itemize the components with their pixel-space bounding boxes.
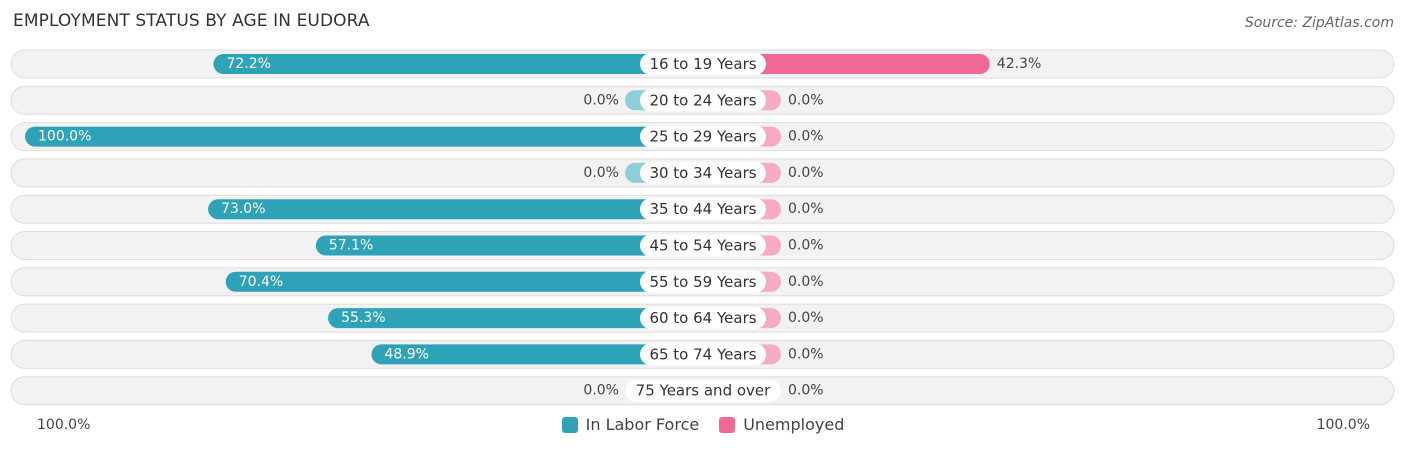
legend: In Labor Force Unemployed [0,415,1406,434]
category-pill [640,198,766,221]
labor-value-label: 55.3% [341,310,385,326]
labor-value-label: 72.2% [226,56,270,72]
category-label: 60 to 64 Years [649,309,756,327]
chart-title: EMPLOYMENT STATUS BY AGE IN EUDORA [13,11,370,31]
category-label: 25 to 29 Years [649,128,756,146]
axis-right-label: 100.0% [1316,417,1370,433]
labor-bar [315,235,703,256]
unemployed-value-label: 0.0% [788,238,824,254]
labor-bar [25,126,703,147]
unemployed-value-label: 0.0% [788,165,824,181]
legend-swatch-labor [561,416,578,433]
unemployed-bar [703,54,990,74]
labor-value-label: 48.9% [384,346,428,362]
labor-value-label: 73.0% [221,201,265,217]
category-pill [640,89,766,112]
legend-label-unemployed: Unemployed [743,415,845,434]
chart-area: 16 to 19 Years 72.2% 42.3% 20 to 24 Years 0.… [10,49,1395,406]
category-label: 55 to 59 Years [649,273,756,291]
unemployed-value-label: 0.0% [788,92,824,108]
labor-bar [213,54,703,74]
labor-value-label: 0.0% [583,383,619,399]
category-label: 75 Years and over [636,382,771,400]
category-pill [640,53,766,75]
category-pill [640,270,766,293]
unemployed-value-label: 0.0% [788,346,824,362]
labor-value-label: 100.0% [38,129,91,145]
category-pill [640,161,766,184]
category-pill [625,379,781,402]
category-pill [640,125,766,148]
labor-value-label: 0.0% [583,92,619,108]
unemployed-value-label: 0.0% [788,310,824,326]
category-label: 30 to 34 Years [649,164,756,182]
unemployed-value-label: 42.3% [997,56,1041,72]
labor-value-label: 0.0% [583,165,619,181]
category-label: 16 to 19 Years [649,55,756,73]
unemployed-value-label: 0.0% [788,129,824,145]
category-pill [640,234,766,257]
category-label: 35 to 44 Years [649,200,756,218]
category-pill [640,307,766,330]
category-label: 20 to 24 Years [649,91,756,109]
unemployed-value-label: 0.0% [788,274,824,290]
labor-bar [225,271,704,292]
category-label: 65 to 74 Years [649,345,756,363]
labor-value-label: 57.1% [329,238,373,254]
legend-item-unemployed: Unemployed [719,415,844,434]
legend-item-labor: In Labor Force [561,415,700,434]
category-pill [640,343,766,366]
labor-bar [328,308,703,329]
legend-label-labor: In Labor Force [585,415,700,434]
axis-left-label: 100.0% [37,417,91,433]
unemployed-value-label: 0.0% [788,383,824,399]
labor-bar [371,344,703,365]
unemployed-value-label: 0.0% [788,201,824,217]
source-label: Source: ZipAtlas.com [1244,15,1394,31]
labor-value-label: 70.4% [239,274,283,290]
legend-swatch-unemployed [719,416,736,433]
labor-bar [208,199,703,220]
category-label: 45 to 54 Years [649,237,756,255]
